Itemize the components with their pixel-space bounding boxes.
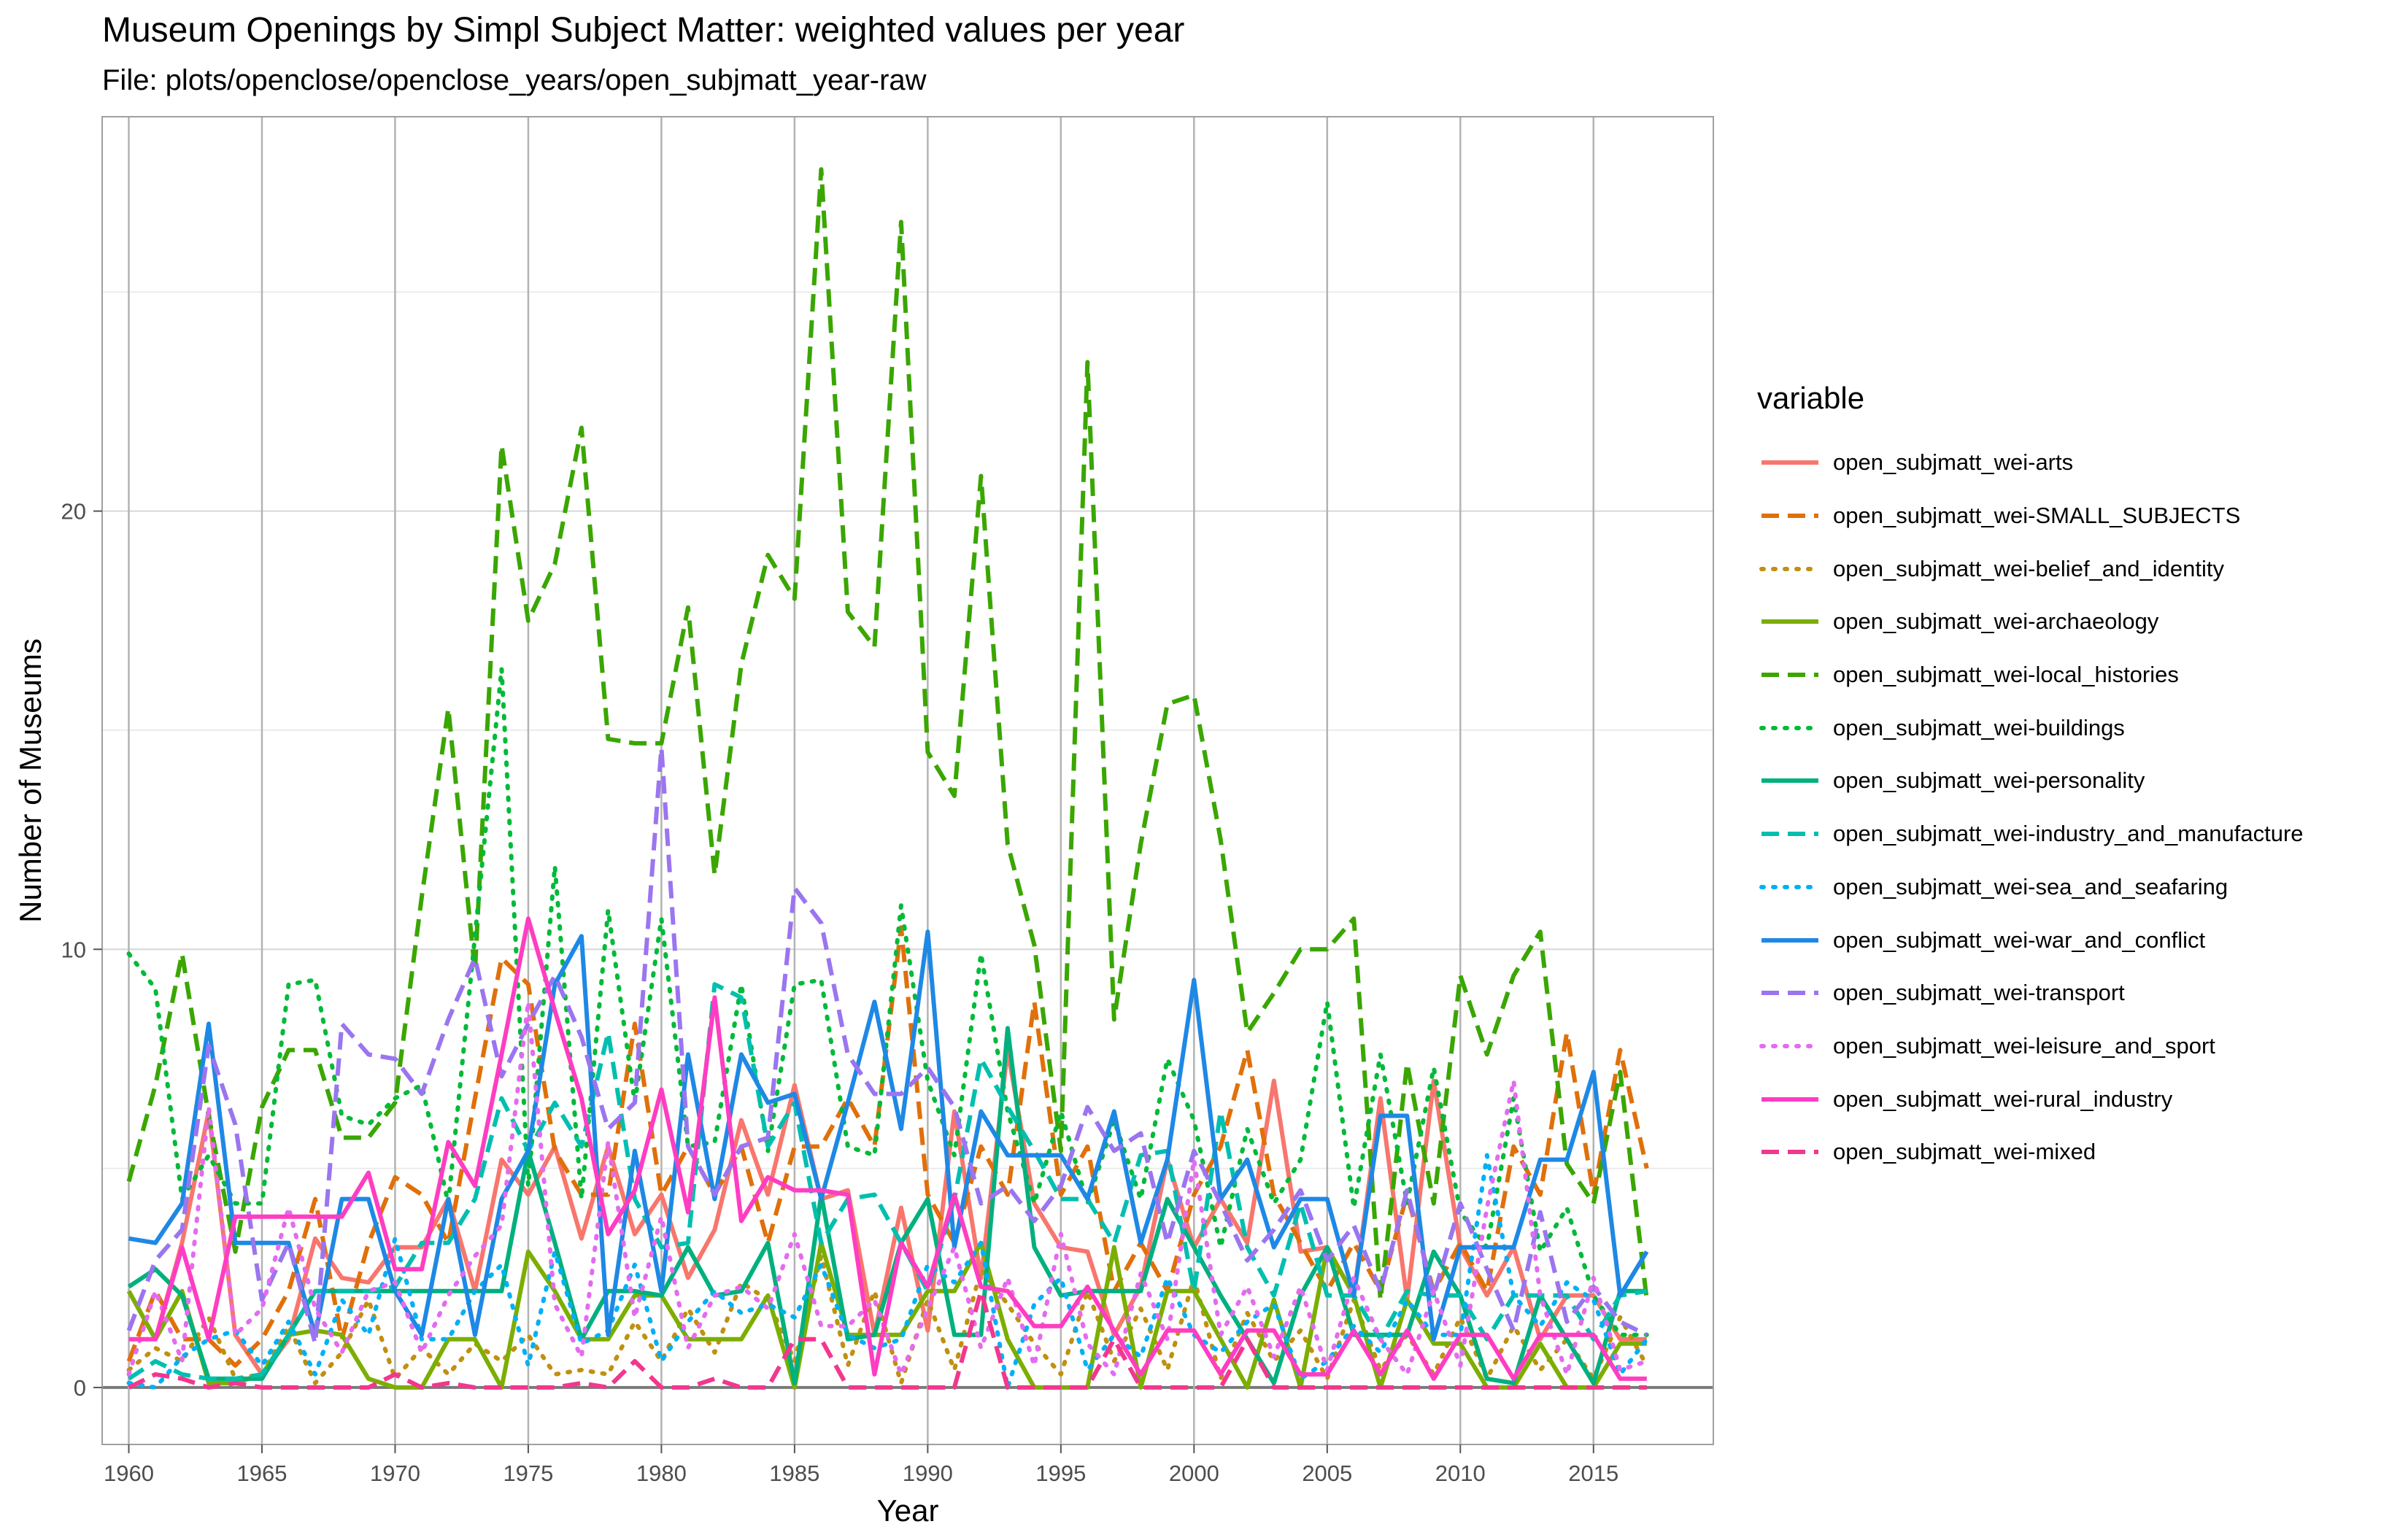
legend-item-1: open_subjmatt_wei-SMALL_SUBJECTS (1757, 490, 2399, 543)
legend-item-2: open_subjmatt_wei-belief_and_identity (1757, 542, 2399, 595)
legend-item-6: open_subjmatt_wei-personality (1757, 754, 2399, 808)
x-tick-label: 1960 (104, 1461, 154, 1486)
legend-label-3: open_subjmatt_wei-archaeology (1833, 608, 2159, 635)
legend-label-4: open_subjmatt_wei-local_histories (1833, 662, 2179, 688)
legend-key-5 (1759, 725, 1821, 730)
y-axis-label: Number of Museums (13, 638, 47, 923)
legend-label-9: open_subjmatt_wei-war_and_conflict (1833, 926, 2206, 953)
series-line-13 (128, 1288, 1647, 1390)
legend-label-11: open_subjmatt_wei-leisure_and_sport (1833, 1032, 2215, 1059)
x-tick-label: 1965 (236, 1461, 287, 1486)
legend-label-13: open_subjmatt_wei-mixed (1833, 1139, 2096, 1165)
series-line-12 (128, 916, 1647, 1381)
x-tick-label: 1980 (636, 1461, 687, 1486)
legend-key-13 (1761, 1150, 1818, 1155)
legend-label-5: open_subjmatt_wei-buildings (1833, 714, 2125, 740)
legend-key-0 (1761, 460, 1818, 465)
legend-item-8: open_subjmatt_wei-sea_and_seafaring (1757, 861, 2399, 914)
legend-key-3 (1761, 619, 1818, 624)
legend-label-8: open_subjmatt_wei-sea_and_seafaring (1833, 873, 2228, 900)
legend-label-1: open_subjmatt_wei-SMALL_SUBJECTS (1833, 503, 2241, 529)
legend-item-13: open_subjmatt_wei-mixed (1757, 1126, 2399, 1179)
x-tick-label: 1985 (769, 1461, 819, 1486)
x-tick-label: 1995 (1035, 1461, 1086, 1486)
series-line-7 (127, 982, 1648, 1381)
plot-panel-border (101, 116, 1714, 1445)
legend-label-7: open_subjmatt_wei-industry_and_manufactu… (1833, 821, 2304, 847)
x-axis-label: Year (877, 1493, 939, 1528)
legend-label-6: open_subjmatt_wei-personality (1833, 767, 2145, 794)
legend-item-7: open_subjmatt_wei-industry_and_manufactu… (1757, 808, 2399, 861)
legend-key-10 (1761, 991, 1818, 996)
series-line-10 (126, 746, 1648, 1346)
x-tick-label: 2005 (1302, 1461, 1352, 1486)
legend-key-4 (1761, 673, 1818, 678)
chart-title: Museum Openings by Simpl Subject Matter:… (102, 11, 1185, 50)
series-line-6 (127, 1026, 1647, 1385)
legend-key-7 (1761, 832, 1818, 837)
y-tick-label: 20 (61, 499, 86, 525)
legend-key-8 (1759, 884, 1821, 889)
legend-label-0: open_subjmatt_wei-arts (1833, 449, 2074, 476)
series-line-11 (126, 999, 1649, 1377)
legend-item-3: open_subjmatt_wei-archaeology (1757, 595, 2399, 649)
legend: variable open_subjmatt_wei-arts open_subj… (1757, 381, 2399, 1179)
legend-label-12: open_subjmatt_wei-rural_industry (1833, 1086, 2173, 1112)
legend-key-2 (1759, 566, 1821, 571)
legend-item-11: open_subjmatt_wei-leisure_and_sport (1757, 1020, 2399, 1073)
y-tick-label: 10 (61, 937, 86, 962)
legend-item-12: open_subjmatt_wei-rural_industry (1757, 1072, 2399, 1126)
series-line-9 (128, 929, 1649, 1342)
chart-subtitle: File: plots/openclose/openclose_years/op… (102, 64, 927, 96)
legend-item-0: open_subjmatt_wei-arts (1757, 436, 2399, 490)
x-tick-label: 2010 (1435, 1461, 1486, 1486)
legend-key-6 (1761, 778, 1818, 784)
legend-key-11 (1759, 1043, 1821, 1048)
legend-item-4: open_subjmatt_wei-local_histories (1757, 649, 2399, 702)
legend-key-1 (1761, 514, 1818, 519)
y-tick-label: 0 (74, 1375, 86, 1401)
series-line-4 (126, 167, 1649, 1302)
x-tick-label: 1975 (503, 1461, 553, 1486)
legend-title: variable (1757, 381, 1865, 415)
x-tick-label: 2015 (1568, 1461, 1618, 1486)
x-tick-label: 1990 (903, 1461, 953, 1486)
legend-item-10: open_subjmatt_wei-transport (1757, 967, 2399, 1020)
legend-label-10: open_subjmatt_wei-transport (1833, 980, 2125, 1006)
legend-key-9 (1761, 937, 1818, 943)
x-tick-label: 2000 (1169, 1461, 1219, 1486)
legend-label-2: open_subjmatt_wei-belief_and_identity (1833, 555, 2224, 581)
legend-item-5: open_subjmatt_wei-buildings (1757, 701, 2399, 754)
legend-item-9: open_subjmatt_wei-war_and_conflict (1757, 913, 2399, 967)
x-tick-label: 1970 (370, 1461, 420, 1486)
legend-key-12 (1761, 1096, 1818, 1102)
